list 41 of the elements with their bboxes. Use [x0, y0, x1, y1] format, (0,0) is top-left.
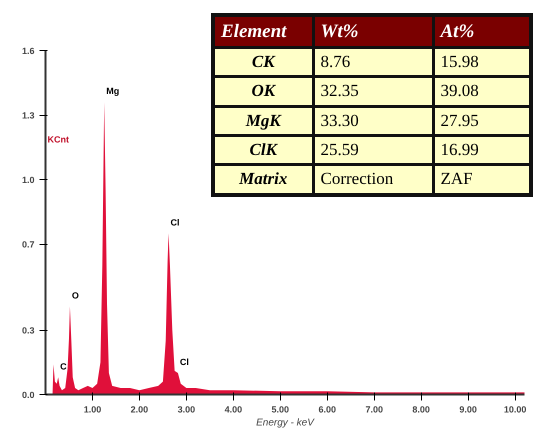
annotation: Cl	[170, 217, 180, 228]
annotation: 15.98	[433, 48, 531, 77]
x-tick-label: 4.00	[224, 404, 242, 414]
annotation: C	[60, 361, 68, 372]
annotation: 25.59	[313, 135, 433, 165]
x-tick-label: 7.00	[365, 404, 383, 414]
text: Element	[213, 15, 313, 48]
x-tick-label: 6.00	[318, 404, 336, 414]
annotation: OK	[213, 76, 313, 106]
y-tick-label: 0.0	[22, 390, 35, 400]
x-tick-label: 2.00	[130, 404, 148, 414]
y-tick-label: 1.0	[22, 175, 35, 185]
y-axis-title: KCnt	[48, 134, 69, 144]
annotation: ClK	[213, 135, 313, 165]
annotation: 32.35	[313, 76, 433, 106]
x-tick-label: 9.00	[459, 404, 477, 414]
annotation: 39.08	[433, 76, 531, 106]
text: At%	[433, 15, 531, 48]
x-tick-label: 8.00	[412, 404, 430, 414]
annotation: Cl	[180, 357, 189, 367]
x-tick-label: 5.00	[272, 404, 290, 414]
annotation: Correction	[313, 164, 433, 195]
x-tick-label: 3.00	[178, 404, 196, 414]
y-tick-label: 0.7	[22, 240, 35, 250]
y-tick-label: 1.6	[22, 46, 35, 56]
annotation: Mg	[106, 86, 120, 96]
annotation: O	[72, 290, 79, 300]
x-tick-label: 1.00	[84, 404, 102, 414]
x-tick-label: 10.00	[504, 404, 526, 414]
annotation: CK	[213, 48, 313, 77]
annotation: 8.76	[313, 48, 433, 77]
y-tick-label: 1.3	[22, 110, 35, 120]
annotation: Matrix	[213, 164, 313, 195]
annotation: 16.99	[433, 135, 531, 165]
x-axis-title: Energy - keV	[256, 418, 316, 428]
annotation: ZAF	[433, 164, 531, 195]
annotation: 33.30	[313, 106, 433, 136]
annotation: 27.95	[433, 106, 531, 136]
annotation: MgK	[213, 106, 313, 136]
y-tick-label: 0.3	[22, 326, 35, 336]
text: Wt%	[313, 15, 433, 48]
